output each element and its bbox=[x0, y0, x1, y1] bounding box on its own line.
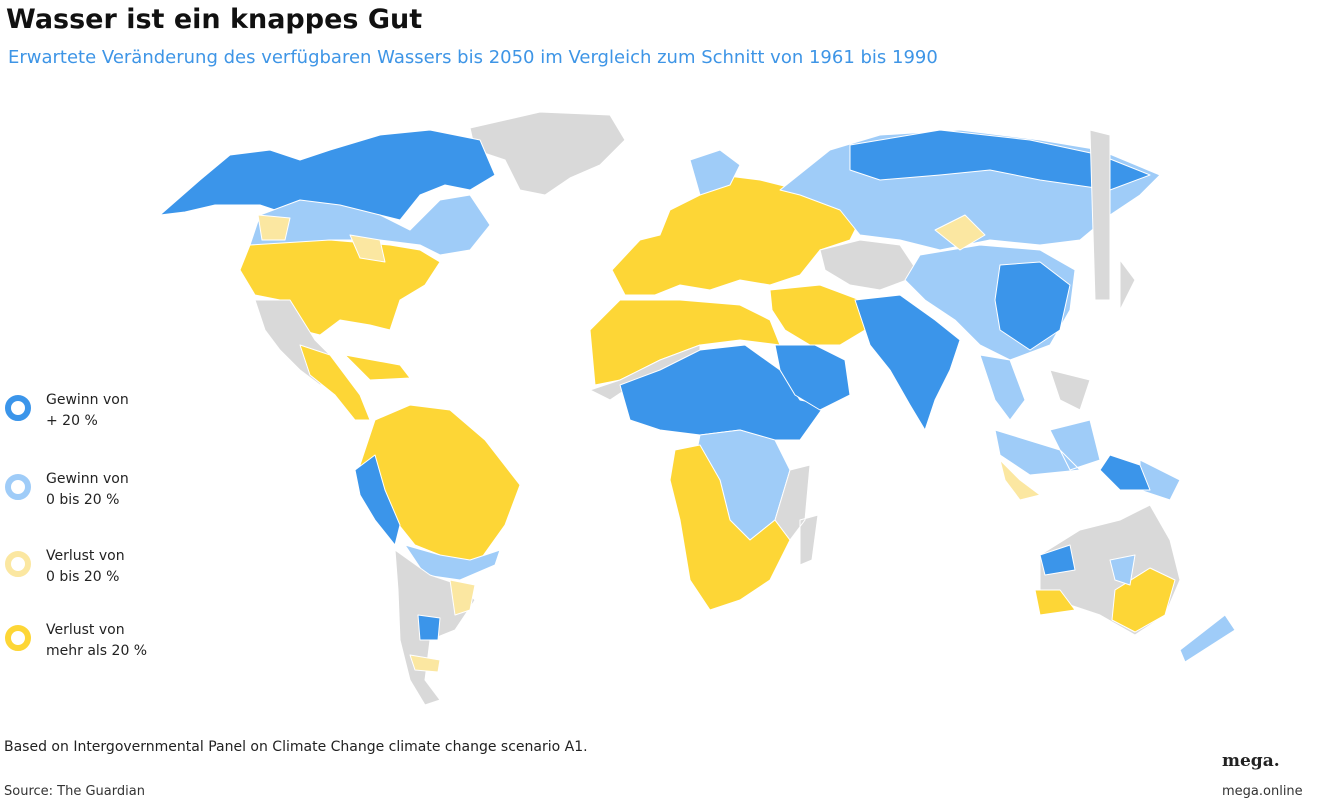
region bbox=[774, 344, 851, 411]
source: Source: The Guardian bbox=[4, 784, 145, 799]
region bbox=[257, 214, 386, 263]
legend: Gewinn von + 20 % Gewinn von 0 bis 20 % Verl… bbox=[5, 392, 147, 659]
legend-label: Gewinn von bbox=[46, 392, 129, 408]
region bbox=[819, 239, 921, 291]
region bbox=[354, 454, 401, 546]
legend-label: + 20 % bbox=[46, 413, 98, 429]
region bbox=[589, 299, 781, 386]
world-map bbox=[159, 111, 1236, 706]
footnote: Based on Intergovernmental Panel on Clim… bbox=[4, 739, 588, 755]
region bbox=[1034, 567, 1176, 633]
region bbox=[1049, 129, 1136, 411]
region bbox=[1109, 554, 1236, 663]
region bbox=[1039, 544, 1076, 576]
legend-label: mehr als 20 % bbox=[46, 643, 147, 659]
region bbox=[769, 284, 866, 346]
legend-label: 0 bis 20 % bbox=[46, 569, 119, 585]
legend-swatch bbox=[5, 625, 31, 651]
region bbox=[774, 464, 819, 566]
legend-label: Verlust von bbox=[46, 622, 125, 638]
legend-label: Verlust von bbox=[46, 548, 125, 564]
legend-label: 0 bis 20 % bbox=[46, 492, 119, 508]
legend-swatch bbox=[5, 551, 31, 577]
legend-swatch bbox=[5, 474, 31, 500]
site-url: mega.online bbox=[1222, 784, 1303, 799]
legend-label: Gewinn von bbox=[46, 471, 129, 487]
title: Wasser ist ein knappes Gut bbox=[6, 4, 422, 35]
region bbox=[669, 444, 791, 611]
region bbox=[689, 149, 741, 196]
region bbox=[934, 214, 986, 251]
region bbox=[417, 614, 441, 641]
region bbox=[994, 261, 1071, 351]
legend-swatch bbox=[5, 395, 31, 421]
region bbox=[611, 174, 861, 296]
subtitle: Erwartete Veränderung des verfügbaren Wa… bbox=[8, 47, 938, 68]
region bbox=[999, 459, 1041, 501]
region bbox=[159, 129, 496, 221]
region bbox=[469, 111, 626, 196]
region bbox=[854, 294, 961, 431]
region bbox=[619, 344, 826, 441]
region bbox=[979, 354, 1181, 501]
region bbox=[409, 579, 476, 673]
logo: mega. bbox=[1222, 751, 1280, 771]
region bbox=[299, 344, 411, 421]
region bbox=[849, 129, 1151, 191]
region bbox=[1099, 454, 1151, 491]
